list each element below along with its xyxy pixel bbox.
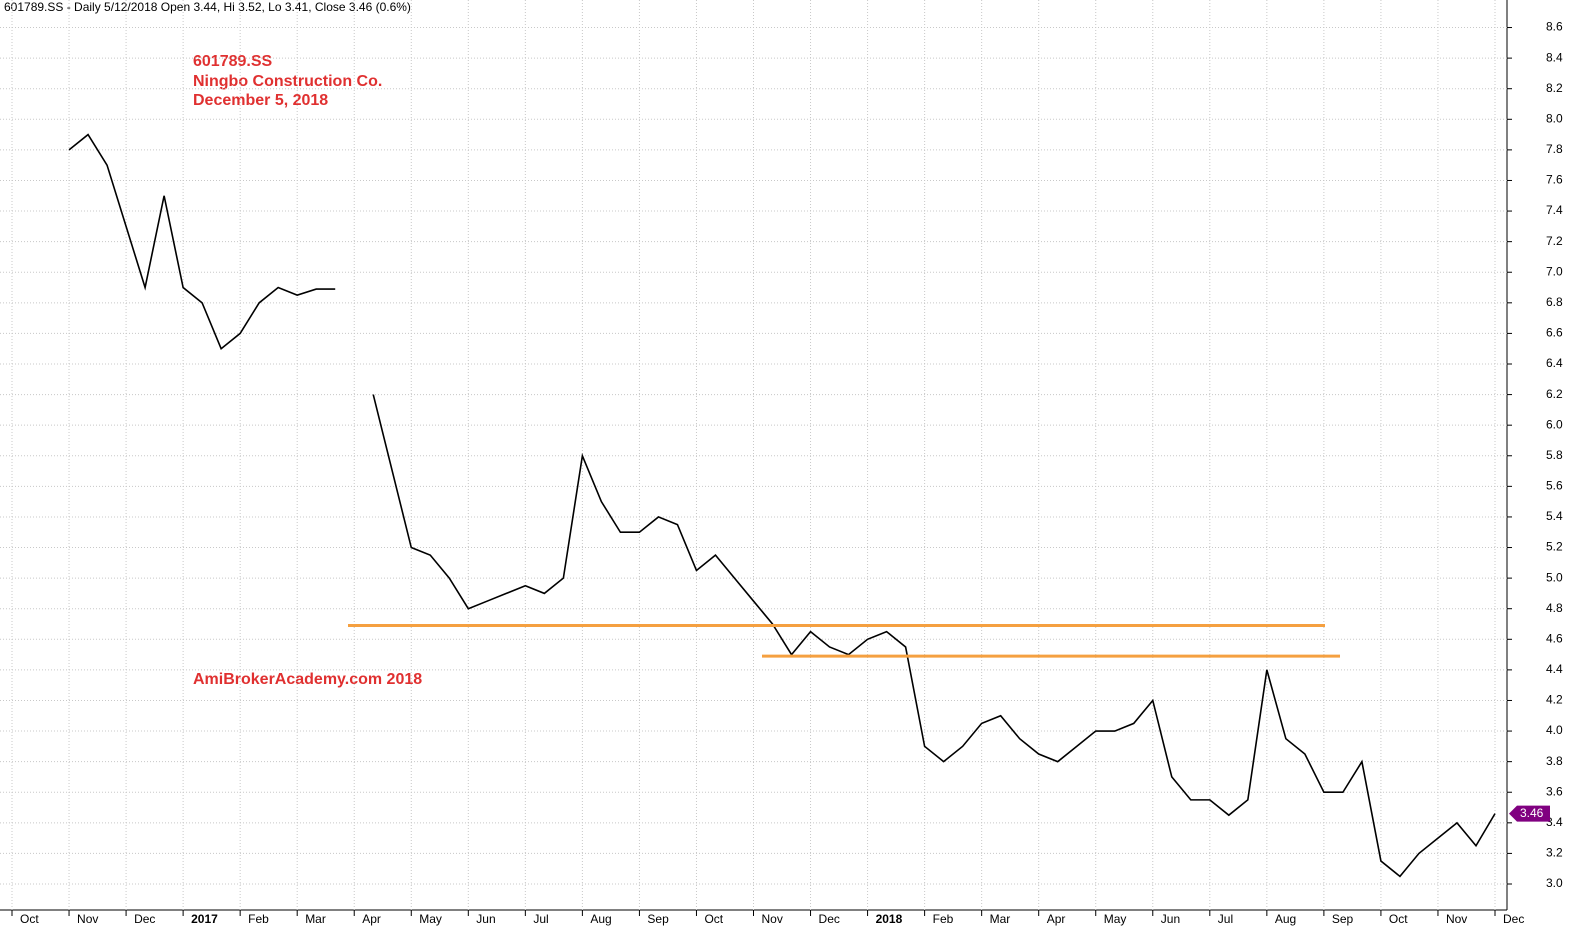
y-tick-label: 3.2 — [1546, 846, 1563, 860]
annotation: Ningbo Construction Co. — [193, 73, 382, 90]
y-tick-label: 6.4 — [1546, 356, 1563, 370]
y-tick-label: 7.6 — [1546, 173, 1563, 187]
annotation: 601789.SS — [193, 53, 273, 70]
annotation: December 5, 2018 — [193, 92, 328, 109]
y-tick-label: 8.0 — [1546, 111, 1563, 125]
x-tick-label: Oct — [20, 912, 39, 926]
y-tick-label: 4.0 — [1546, 723, 1563, 737]
y-tick-label: 6.6 — [1546, 326, 1563, 340]
x-tick-label: Jul — [533, 912, 548, 926]
x-tick-label: Dec — [134, 912, 155, 926]
x-tick-label: Feb — [933, 912, 954, 926]
y-tick-label: 6.8 — [1546, 295, 1563, 309]
last-price-label: 3.46 — [1520, 806, 1544, 820]
x-tick-label: 2018 — [876, 912, 903, 926]
y-tick-label: 5.8 — [1546, 448, 1563, 462]
y-tick-label: 8.2 — [1546, 81, 1563, 95]
x-tick-label: Jul — [1218, 912, 1233, 926]
x-tick-label: Sep — [647, 912, 669, 926]
chart-header: 601789.SS - Daily 5/12/2018 Open 3.44, H… — [4, 0, 411, 14]
x-tick-label: Apr — [362, 912, 381, 926]
y-tick-label: 5.0 — [1546, 570, 1563, 584]
x-tick-label: Dec — [819, 912, 840, 926]
price-line — [372, 394, 1496, 878]
x-tick-label: Jun — [1161, 912, 1180, 926]
price-line — [68, 133, 336, 350]
x-tick-label: 2017 — [191, 912, 218, 926]
x-tick-label: Feb — [248, 912, 269, 926]
y-tick-label: 7.8 — [1546, 142, 1563, 156]
x-tick-label: May — [419, 912, 442, 926]
y-tick-label: 4.8 — [1546, 601, 1563, 615]
y-tick-label: 4.2 — [1546, 693, 1563, 707]
x-tick-label: Dec — [1503, 912, 1524, 926]
y-tick-label: 7.4 — [1546, 203, 1563, 217]
x-tick-label: Oct — [1389, 912, 1408, 926]
y-tick-label: 5.4 — [1546, 509, 1563, 523]
y-tick-label: 6.0 — [1546, 417, 1563, 431]
last-price-marker — [1509, 805, 1550, 822]
x-tick-label: Jun — [476, 912, 495, 926]
y-tick-label: 7.2 — [1546, 234, 1563, 248]
x-tick-label: Nov — [77, 912, 98, 926]
x-tick-label: Sep — [1332, 912, 1354, 926]
x-tick-label: Oct — [704, 912, 723, 926]
y-tick-label: 8.6 — [1546, 20, 1563, 34]
y-tick-label: 6.2 — [1546, 387, 1563, 401]
y-tick-label: 3.6 — [1546, 784, 1563, 798]
y-tick-label: 3.4 — [1546, 815, 1563, 829]
y-tick-label: 3.8 — [1546, 754, 1563, 768]
y-tick-label: 5.2 — [1546, 540, 1563, 554]
x-tick-label: May — [1104, 912, 1127, 926]
y-tick-label: 4.4 — [1546, 662, 1563, 676]
x-tick-label: Mar — [990, 912, 1011, 926]
annotation: AmiBrokerAcademy.com 2018 — [193, 671, 422, 688]
y-tick-label: 3.0 — [1546, 876, 1563, 890]
x-tick-label: Aug — [590, 912, 611, 926]
x-tick-label: Nov — [762, 912, 783, 926]
y-tick-label: 5.6 — [1546, 479, 1563, 493]
y-tick-label: 8.4 — [1546, 50, 1563, 64]
x-tick-label: Mar — [305, 912, 326, 926]
x-tick-label: Apr — [1047, 912, 1066, 926]
x-tick-label: Nov — [1446, 912, 1467, 926]
x-tick-label: Aug — [1275, 912, 1296, 926]
y-tick-label: 7.0 — [1546, 264, 1563, 278]
y-tick-label: 4.6 — [1546, 631, 1563, 645]
